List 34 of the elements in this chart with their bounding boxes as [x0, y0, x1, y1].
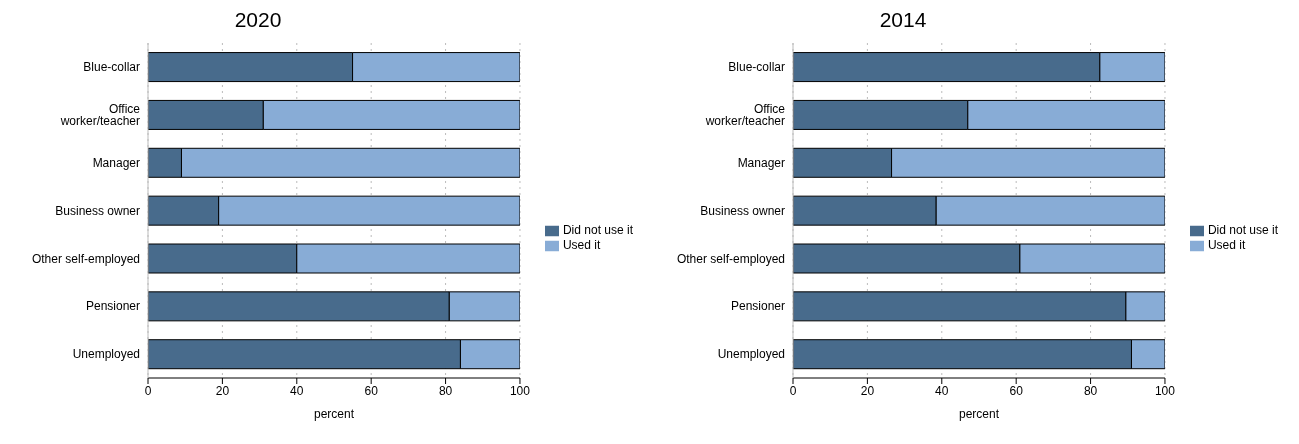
y-tick-label: Business owner — [700, 203, 785, 218]
legend-label: Did not use it — [562, 223, 633, 238]
y-tick-label: Pensioner — [730, 299, 785, 314]
y-tick-label: Unemployed — [717, 347, 785, 362]
y-tick-label: Manager — [737, 155, 785, 170]
y-tick-label: Blue-collar — [728, 60, 785, 75]
x-tick-label: 80 — [1083, 383, 1098, 398]
y-tick-label: Unemployed — [72, 347, 140, 362]
x-tick-label: 0 — [789, 383, 797, 398]
y-tick-label: Office worker/teacher — [704, 102, 786, 129]
chart-title: 2020 — [233, 8, 283, 33]
x-tick-label: 20 — [860, 383, 875, 398]
x-tick-label: 20 — [215, 383, 230, 398]
x-tick-label: 80 — [438, 383, 453, 398]
y-tick-label: Manager — [92, 155, 140, 170]
y-tick-label: Office worker/teacher — [59, 102, 141, 129]
x-axis-title: percent — [313, 407, 355, 421]
y-tick-label: Other self-employed — [31, 251, 140, 266]
x-axis-title: percent — [958, 407, 1000, 421]
x-tick-label: 100 — [509, 383, 531, 398]
chart-title: 2014 — [878, 8, 928, 33]
x-tick-label: 60 — [1009, 383, 1024, 398]
legend-label: Used it — [1207, 238, 1246, 252]
x-tick-label: 100 — [1154, 383, 1176, 398]
y-tick-label: Other self-employed — [676, 251, 785, 266]
y-tick-label: Blue-collar — [83, 60, 140, 75]
x-tick-label: 60 — [364, 383, 379, 398]
legend-label: Used it — [562, 238, 601, 252]
x-tick-label: 40 — [290, 383, 304, 398]
x-tick-label: 40 — [935, 383, 949, 398]
y-tick-label: Pensioner — [85, 299, 140, 314]
y-tick-label: Business owner — [55, 203, 140, 218]
legend-label: Did not use it — [1207, 223, 1278, 238]
x-tick-label: 0 — [144, 383, 152, 398]
